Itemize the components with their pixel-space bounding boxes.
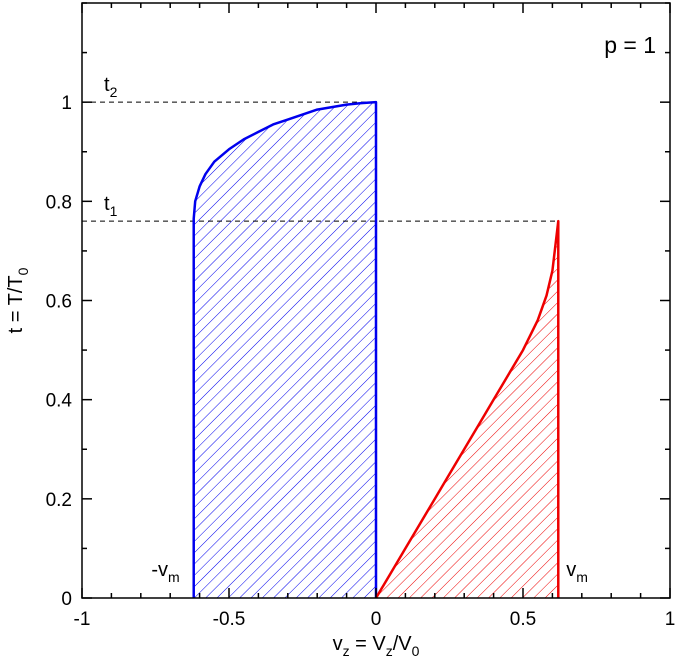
series-0-hatched-area (193, 102, 376, 598)
series-1-outline (374, 219, 560, 599)
y-tick-label: 0.2 (46, 490, 72, 511)
x-tick-label: -1 (74, 609, 91, 630)
x-tick-label: 0 (371, 609, 382, 630)
y-tick-label: 0.4 (46, 391, 73, 412)
annotation-1: vm (566, 559, 588, 585)
y-tick-label: 0 (61, 589, 72, 610)
panel-label: p = 1 (604, 32, 656, 58)
series-0-outline (192, 100, 378, 598)
series-1-hatched-area (376, 221, 559, 598)
reference-line-0-label: t2 (104, 74, 118, 100)
y-tick-label: 0.6 (46, 292, 72, 313)
y-tick-label: 1 (61, 93, 72, 114)
x-tick-label: -0.5 (213, 609, 246, 630)
reference-line-1-label: t1 (104, 193, 118, 219)
x-tick-label: 1 (665, 609, 676, 630)
annotation-0: -vm (151, 559, 179, 585)
x-axis-title: vz = Vz/V0 (333, 633, 420, 659)
y-axis-title: t = T/T0 (5, 267, 31, 333)
x-tick-label: 0.5 (510, 609, 536, 630)
y-tick-label: 0.8 (46, 192, 72, 213)
